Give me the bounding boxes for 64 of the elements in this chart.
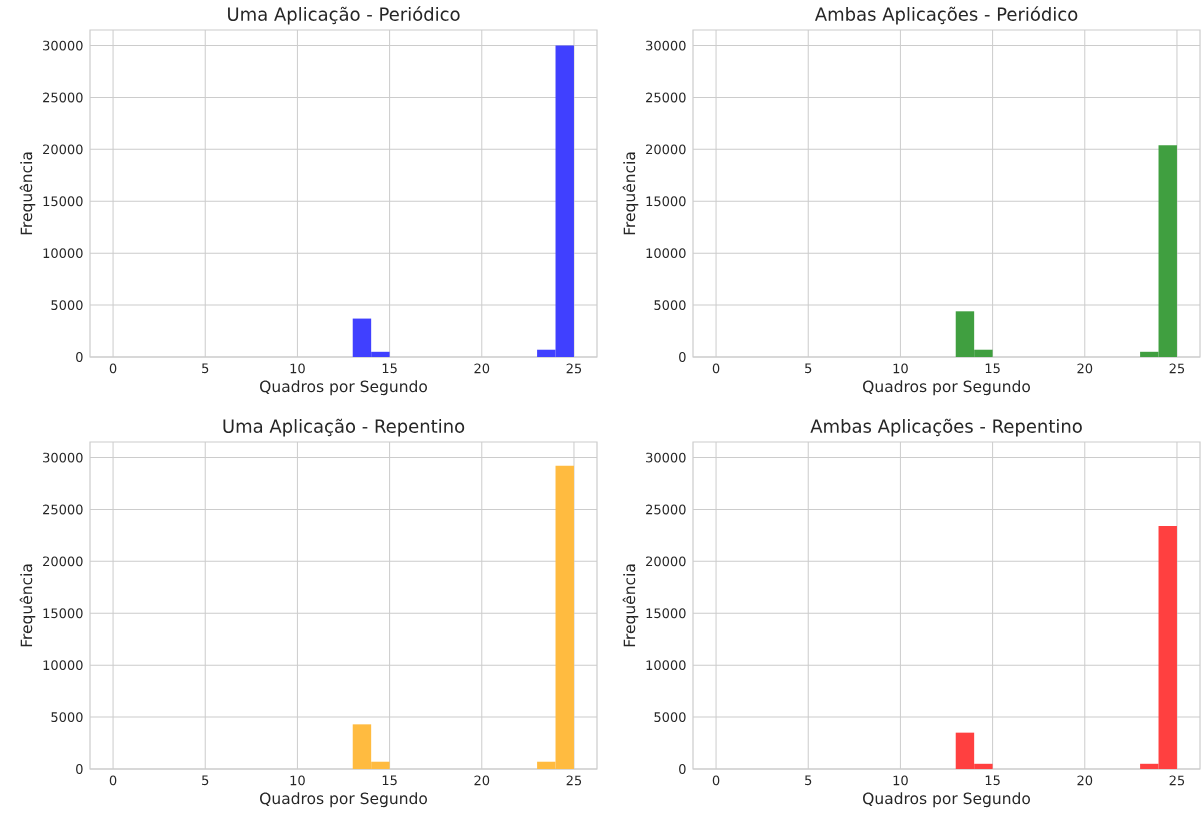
y-tick-label: 30000 xyxy=(646,452,686,463)
y-tick-label: 10000 xyxy=(43,660,83,671)
x-tick-label: 15 xyxy=(382,775,397,786)
x-tick-label: 10 xyxy=(893,775,908,786)
x-tick-label: 5 xyxy=(202,363,209,374)
y-axis-title: Frequência xyxy=(622,152,639,235)
x-tick-label: 0 xyxy=(712,775,720,786)
y-tick-label: 15000 xyxy=(43,608,83,619)
y-tick-label: 10000 xyxy=(43,248,83,259)
y-tick-label: 5000 xyxy=(654,712,686,722)
x-tick-label: 10 xyxy=(290,363,305,374)
y-tick-label: 30000 xyxy=(43,452,83,463)
x-tick-label: 5 xyxy=(202,775,209,786)
y-tick-label: 20000 xyxy=(646,144,686,155)
chart-title: Ambas Aplicações - Periódico xyxy=(814,6,1078,25)
x-axis-title: Quadros por Segundo xyxy=(260,380,428,396)
y-tick-label: 20000 xyxy=(646,556,686,567)
chart-title: Uma Aplicação - Repentino xyxy=(223,418,465,437)
y-tick-label: 0 xyxy=(679,352,686,362)
y-tick-label: 15000 xyxy=(646,196,686,207)
x-tick-label: 0 xyxy=(109,363,117,374)
x-tick-label: 25 xyxy=(566,363,582,374)
y-tick-label: 25000 xyxy=(646,504,686,515)
x-tick-label: 15 xyxy=(382,363,397,374)
y-axis-title: Frequência xyxy=(622,564,639,647)
y-tick-label: 30000 xyxy=(646,40,686,51)
y-tick-label: 20000 xyxy=(43,144,83,155)
y-tick-label: 15000 xyxy=(646,608,686,619)
y-tick-label: 0 xyxy=(76,352,83,362)
y-tick-label: 0 xyxy=(76,764,83,774)
y-tick-label: 5000 xyxy=(51,712,83,722)
x-tick-label: 10 xyxy=(893,363,908,374)
x-tick-label: 15 xyxy=(985,775,1000,786)
x-tick-label: 10 xyxy=(290,775,305,786)
y-tick-label: 25000 xyxy=(43,504,83,515)
y-axis-title: Frequência xyxy=(19,564,36,647)
y-tick-label: 25000 xyxy=(646,92,686,103)
y-tick-label: 0 xyxy=(679,764,686,774)
x-tick-label: 0 xyxy=(712,363,720,374)
x-tick-label: 20 xyxy=(474,775,490,786)
x-tick-label: 5 xyxy=(805,363,812,374)
y-tick-label: 15000 xyxy=(43,196,83,207)
y-axis-title: Frequência xyxy=(19,152,36,235)
x-axis-title: Quadros por Segundo xyxy=(260,792,428,808)
y-tick-label: 10000 xyxy=(646,248,686,259)
x-tick-label: 25 xyxy=(1169,363,1185,374)
x-tick-label: 0 xyxy=(109,775,117,786)
y-tick-label: 30000 xyxy=(43,40,83,51)
chart-title: Ambas Aplicações - Repentino xyxy=(810,418,1082,437)
x-tick-label: 20 xyxy=(474,363,490,374)
x-tick-label: 25 xyxy=(1169,775,1185,786)
y-tick-label: 5000 xyxy=(654,300,686,310)
x-tick-label: 15 xyxy=(985,363,1000,374)
x-tick-label: 5 xyxy=(805,775,812,786)
y-tick-label: 25000 xyxy=(43,92,83,103)
x-axis-title: Quadros por Segundo xyxy=(863,380,1031,396)
chart-title: Uma Aplicação - Periódico xyxy=(228,6,460,25)
y-tick-label: 10000 xyxy=(646,660,686,671)
y-tick-label: 20000 xyxy=(43,556,83,567)
x-tick-label: 25 xyxy=(566,775,582,786)
x-tick-label: 20 xyxy=(1077,363,1093,374)
y-tick-label: 5000 xyxy=(51,300,83,310)
x-axis-title: Quadros por Segundo xyxy=(863,792,1031,808)
x-tick-label: 20 xyxy=(1077,775,1093,786)
